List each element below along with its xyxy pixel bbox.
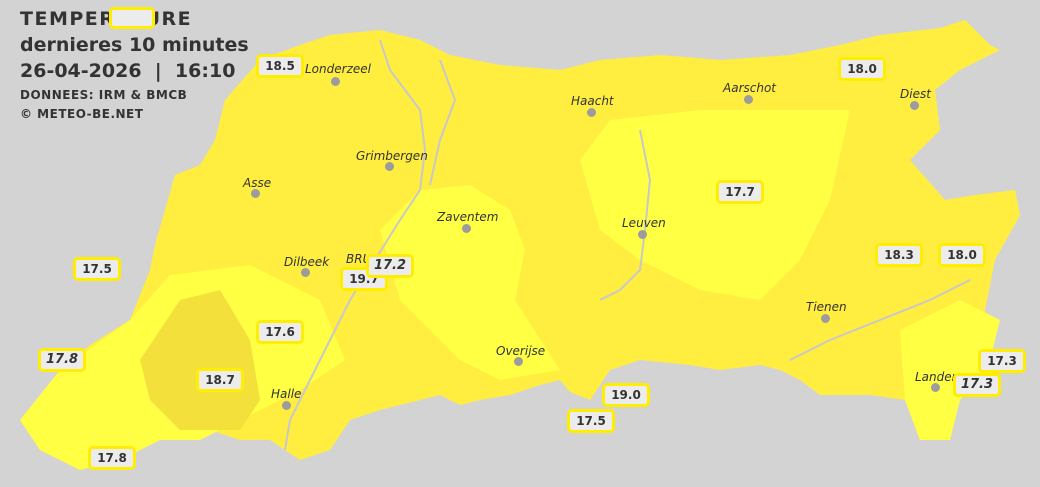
city-label: Londerzeel	[305, 62, 371, 76]
station-badge: 17.5	[567, 409, 615, 433]
map-title: TEMPERATURE	[20, 8, 193, 30]
river	[599, 129, 652, 301]
station-badge: 18.5	[256, 54, 304, 78]
city-dot	[331, 77, 340, 86]
map-subtitle: dernieres 10 minutes	[20, 34, 249, 56]
zone-warm-center	[380, 185, 560, 380]
zone-warm-east	[580, 110, 850, 300]
station-badge: 17.2	[366, 254, 414, 278]
city-label: Lander	[915, 370, 957, 384]
city-label: Overijse	[496, 344, 546, 358]
city-label: Tienen	[806, 300, 847, 314]
city-label: Haacht	[571, 94, 614, 108]
data-source: DONNEES: IRM & BMCB	[20, 88, 188, 102]
city-dot	[514, 357, 523, 366]
city-label: Dilbeek	[284, 255, 330, 269]
station-badge: 18.7	[196, 368, 244, 392]
city-dot	[587, 108, 596, 117]
city-dot	[910, 101, 919, 110]
station-badge: 17.8	[38, 348, 86, 372]
city-dot	[744, 95, 753, 104]
station-badge: 17.7	[716, 180, 764, 204]
city-label: Zaventem	[437, 210, 499, 224]
city-dot	[301, 268, 310, 277]
station-badge: 18.0	[838, 57, 886, 81]
city-dot	[638, 230, 647, 239]
city-dot	[385, 162, 394, 171]
city-dot	[462, 224, 471, 233]
city-label: Aarschot	[723, 81, 776, 95]
river	[284, 39, 427, 451]
station-badge: 17.8	[88, 446, 136, 470]
station-badge-obscured	[109, 7, 155, 29]
city-dot	[251, 189, 260, 198]
river	[789, 279, 971, 361]
city-label: Leuven	[622, 216, 666, 230]
station-badge: 17.3	[978, 349, 1026, 373]
city-label: Halle	[271, 387, 302, 401]
city-dot	[821, 314, 830, 323]
copyright: © METEO-BE.NET	[20, 107, 144, 121]
station-badge: 17.6	[256, 320, 304, 344]
zone-warm-southeast	[900, 300, 1000, 440]
city-label: Grimbergen	[356, 149, 428, 163]
zone-dark-southwest	[140, 290, 260, 430]
station-badge: 17.3	[953, 373, 1001, 397]
city-dot	[282, 401, 291, 410]
map-datetime: 26-04-2026 | 16:10	[20, 60, 236, 82]
station-badge: 17.5	[73, 257, 121, 281]
station-badge: 18.0	[938, 243, 986, 267]
station-badge: 18.3	[875, 243, 923, 267]
city-dot	[931, 383, 940, 392]
city-label: Asse	[243, 176, 272, 190]
river	[429, 59, 457, 186]
station-badge: 19.0	[602, 383, 650, 407]
city-label: BRU	[346, 252, 372, 266]
city-label: Diest	[900, 87, 931, 101]
